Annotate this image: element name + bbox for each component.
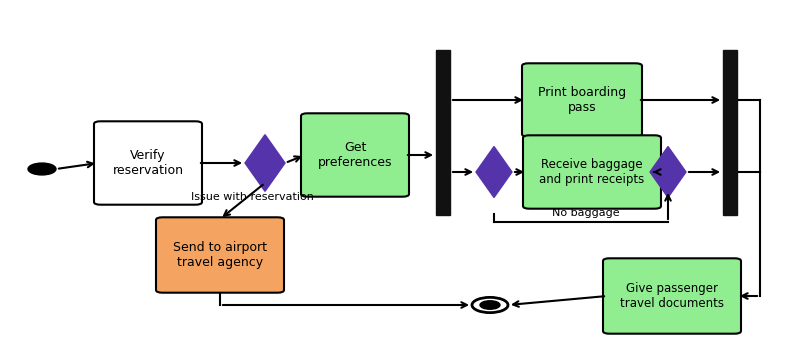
Bar bbox=[723, 50, 737, 215]
Text: Issue with reservation: Issue with reservation bbox=[190, 192, 314, 202]
Text: Verify
reservation: Verify reservation bbox=[113, 149, 183, 177]
FancyBboxPatch shape bbox=[603, 258, 741, 334]
Bar bbox=[436, 50, 450, 215]
Text: Get
preferences: Get preferences bbox=[318, 141, 392, 169]
Polygon shape bbox=[476, 146, 512, 198]
FancyBboxPatch shape bbox=[94, 121, 202, 205]
FancyBboxPatch shape bbox=[156, 217, 284, 293]
FancyBboxPatch shape bbox=[523, 135, 661, 209]
Text: Receive baggage
and print receipts: Receive baggage and print receipts bbox=[539, 158, 645, 186]
Text: Give passenger
travel documents: Give passenger travel documents bbox=[620, 282, 724, 310]
FancyBboxPatch shape bbox=[522, 63, 642, 137]
FancyBboxPatch shape bbox=[301, 113, 409, 197]
Text: Send to airport
travel agency: Send to airport travel agency bbox=[173, 241, 267, 269]
Text: No baggage: No baggage bbox=[552, 208, 620, 218]
Polygon shape bbox=[650, 146, 686, 198]
Circle shape bbox=[480, 301, 500, 309]
Text: Print boarding
pass: Print boarding pass bbox=[538, 86, 626, 114]
Circle shape bbox=[28, 163, 56, 175]
Polygon shape bbox=[245, 135, 285, 191]
